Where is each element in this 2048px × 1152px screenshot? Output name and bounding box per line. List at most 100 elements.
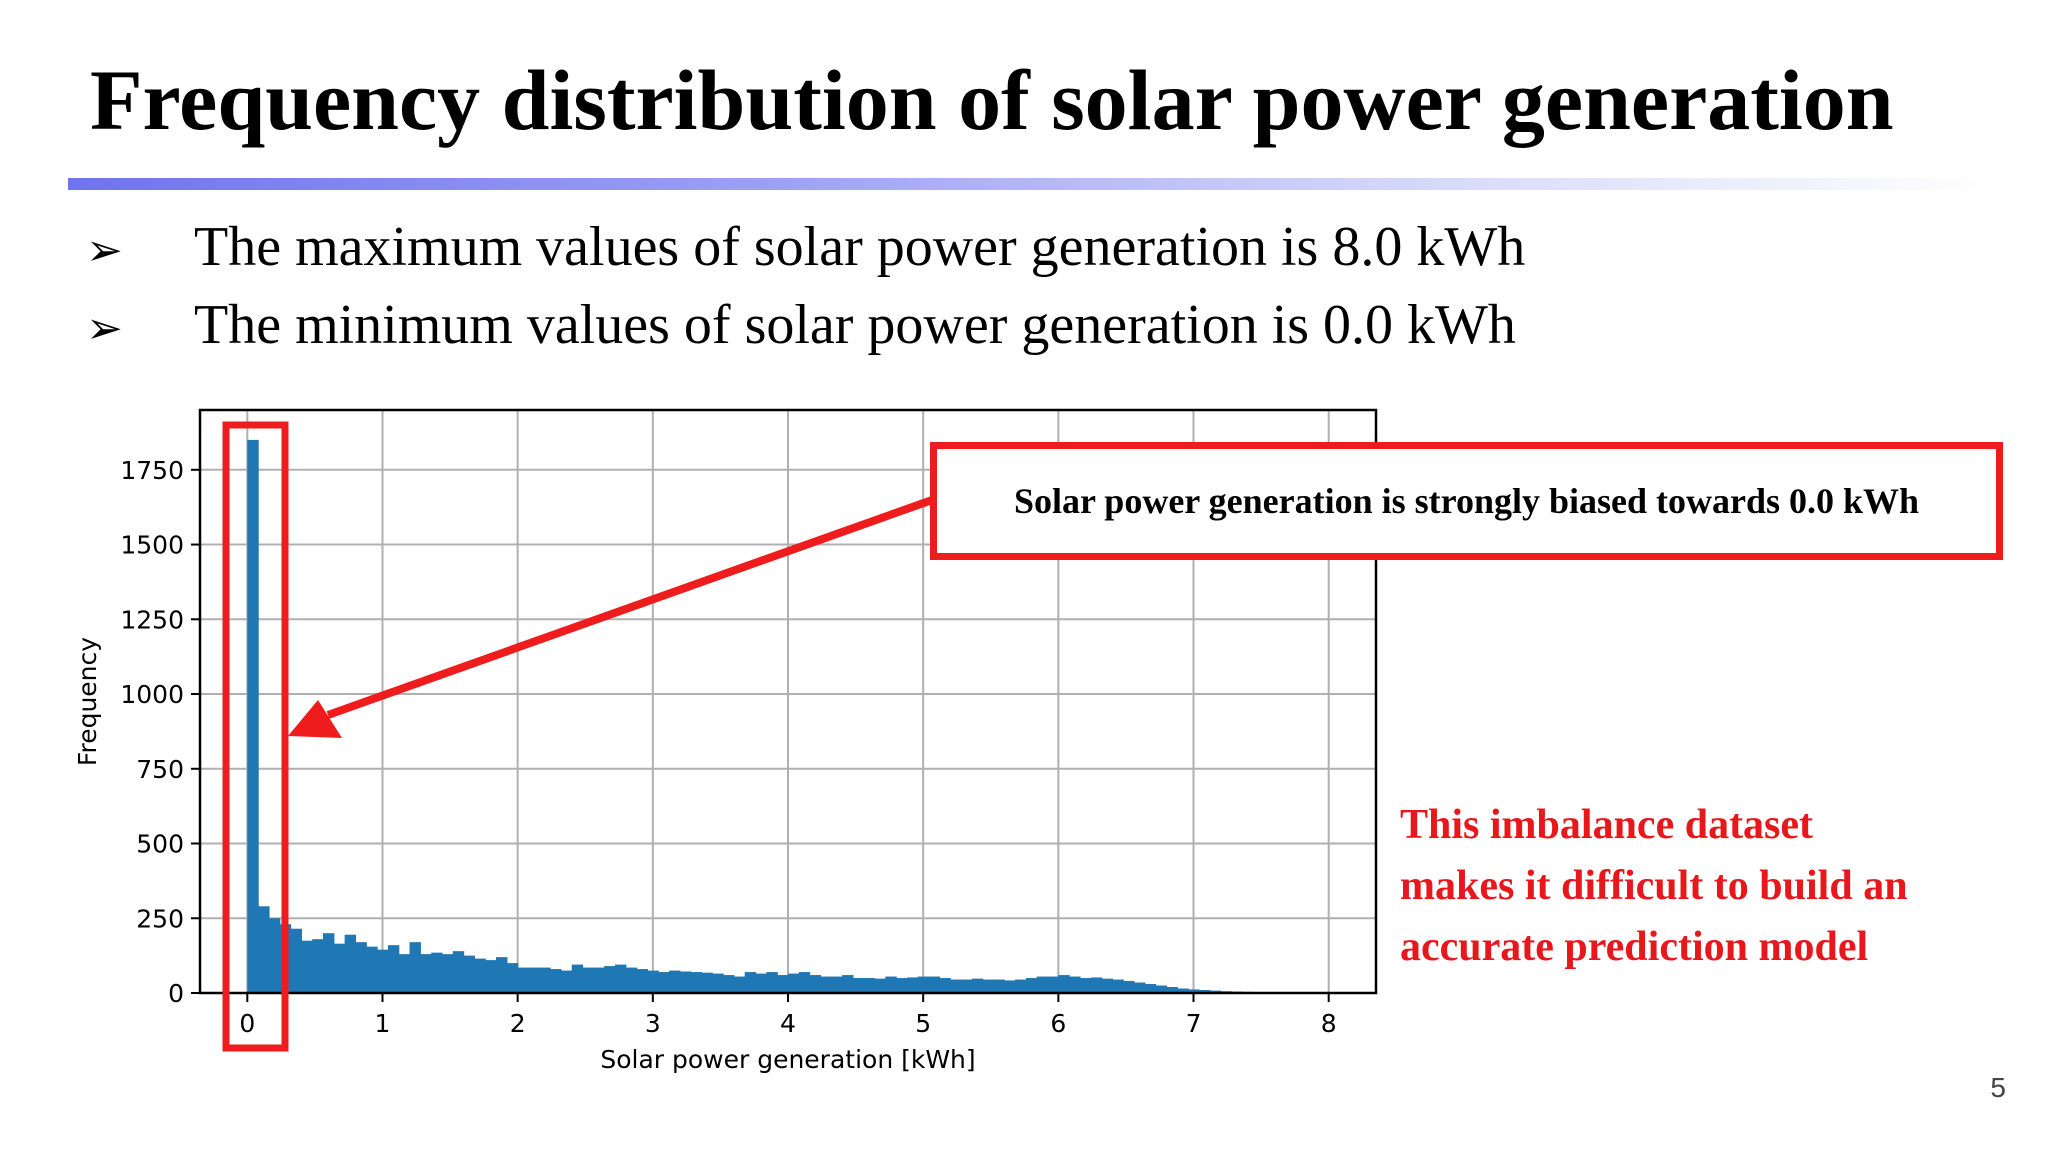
histogram-bar: [268, 918, 281, 993]
histogram-bar: [377, 949, 389, 993]
histogram-bar: [982, 979, 995, 993]
histogram-bar: [247, 439, 259, 993]
histogram-bar: [1123, 981, 1135, 993]
histogram-bar: [333, 943, 346, 993]
histogram-bar: [1177, 988, 1189, 993]
histogram-bar: [939, 978, 951, 993]
histogram-bar: [1134, 982, 1146, 993]
y-tick-label: 1250: [120, 605, 184, 634]
callout-arrow-head: [288, 700, 342, 738]
histogram-bar: [485, 960, 497, 993]
histogram-bar: [344, 934, 357, 993]
histogram-bar: [1112, 979, 1124, 993]
histogram-bar: [679, 971, 692, 993]
histogram-bar: [809, 975, 822, 993]
histogram-bar: [1188, 989, 1200, 993]
histogram-bar: [323, 933, 335, 993]
histogram-bar: [474, 958, 486, 993]
y-axis-label: Frequency: [73, 637, 102, 766]
histogram-bar: [647, 970, 659, 993]
histogram-bar: [301, 940, 313, 993]
histogram-bar: [1015, 979, 1027, 993]
histogram-bar: [1058, 975, 1070, 993]
x-axis-label: Solar power generation [kWh]: [600, 1045, 975, 1074]
histogram-bar: [712, 973, 724, 993]
x-tick-label: 8: [1321, 1009, 1337, 1038]
y-tick-label: 1000: [120, 680, 184, 709]
histogram-bar: [312, 939, 324, 993]
histogram-bar: [506, 963, 519, 993]
y-tick-label: 1500: [120, 531, 184, 560]
histogram-bar: [1155, 985, 1168, 993]
zero-bin-highlight-box: [222, 421, 289, 1052]
histogram-bar: [571, 964, 584, 993]
histogram-bar: [885, 976, 897, 993]
histogram-bar: [1004, 980, 1016, 993]
histogram-bar: [723, 975, 735, 993]
x-tick-label: 5: [915, 1009, 931, 1038]
histogram-bar: [420, 954, 432, 993]
histogram-bar: [593, 967, 605, 993]
histogram-bar: [766, 972, 778, 993]
y-tick-label: 1750: [120, 456, 184, 485]
callout-box: Solar power generation is strongly biase…: [930, 442, 2003, 560]
title-underline: [68, 178, 1988, 190]
imbalance-note: This imbalance dataset makes it difficul…: [1400, 795, 1960, 978]
histogram-bar: [398, 954, 411, 993]
histogram-bar: [950, 979, 962, 993]
histogram-bar: [874, 978, 886, 993]
x-tick-label: 7: [1186, 1009, 1202, 1038]
slide-title: Frequency distribution of solar power ge…: [90, 52, 1894, 148]
y-tick-label: 500: [136, 830, 184, 859]
histogram-bar: [961, 979, 973, 993]
histogram-bar: [550, 969, 562, 993]
histogram-bar: [1166, 987, 1178, 993]
histogram-bar: [733, 976, 746, 993]
histogram-bar: [744, 972, 757, 993]
histogram-bar: [528, 967, 540, 993]
histogram-bar: [1144, 984, 1157, 993]
histogram-bar: [431, 952, 443, 993]
x-tick-label: 3: [645, 1009, 661, 1038]
histogram-bar: [636, 969, 649, 993]
bullet-min-value: ➢ The minimum values of solar power gener…: [86, 293, 1516, 357]
histogram-bar: [842, 975, 854, 993]
histogram-bar: [625, 967, 638, 993]
histogram-bar: [863, 978, 876, 993]
histogram-bars: [247, 439, 1308, 993]
histogram-bar: [1025, 978, 1038, 993]
bullet-text: The maximum values of solar power genera…: [194, 216, 1526, 278]
histogram-bar: [409, 942, 421, 993]
histogram-bar: [798, 972, 811, 993]
histogram-bar: [701, 972, 713, 993]
histogram-bar: [290, 928, 302, 993]
x-tick-label: 1: [375, 1009, 391, 1038]
callout-text: Solar power generation is strongly biase…: [1013, 481, 1920, 521]
histogram-bar: [917, 976, 930, 993]
histogram-bar: [355, 942, 367, 993]
histogram-bar: [906, 977, 919, 993]
histogram-bar: [831, 976, 843, 993]
histogram-bar: [582, 967, 594, 993]
histogram-bar: [1198, 990, 1211, 993]
histogram-bar: [1047, 976, 1059, 993]
bullet-max-value: ➢ The maximum values of solar power gener…: [86, 215, 1525, 279]
note-line: makes it difficult to build an: [1400, 863, 1908, 909]
histogram-bar: [496, 957, 508, 993]
histogram-bar: [614, 964, 627, 993]
histogram-bar: [1090, 977, 1103, 993]
page-number: 5: [1990, 1072, 2006, 1103]
note-line: This imbalance dataset: [1400, 802, 1814, 848]
histogram-bar: [604, 966, 616, 993]
histogram-bar: [258, 906, 270, 993]
x-tick-label: 4: [780, 1009, 796, 1038]
histogram-bar: [777, 975, 789, 993]
histogram-bar: [755, 973, 767, 993]
bullet-text: The minimum values of solar power genera…: [194, 294, 1516, 356]
histogram-bar: [820, 976, 832, 993]
bullet-arrow-icon: ➢: [86, 225, 123, 276]
histogram-bar: [517, 967, 530, 993]
histogram-bar: [896, 978, 908, 993]
x-tick-label: 2: [510, 1009, 526, 1038]
